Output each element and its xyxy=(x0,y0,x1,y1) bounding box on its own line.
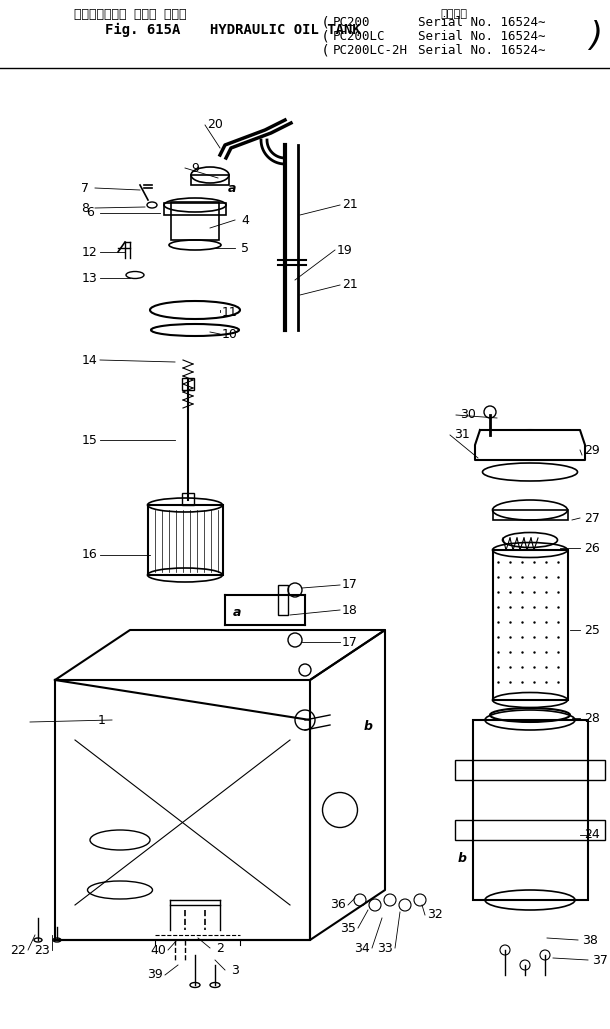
Text: 10: 10 xyxy=(222,327,238,341)
Bar xyxy=(148,505,223,575)
Text: 18: 18 xyxy=(342,603,358,616)
Text: 1: 1 xyxy=(98,713,106,726)
Text: 40: 40 xyxy=(150,944,166,957)
Text: 39: 39 xyxy=(147,968,163,982)
Text: 24: 24 xyxy=(584,828,600,842)
Text: 17: 17 xyxy=(342,636,358,648)
Text: 適用号機: 適用号機 xyxy=(440,9,467,19)
Text: 25: 25 xyxy=(584,624,600,637)
Polygon shape xyxy=(475,430,585,460)
Text: 16: 16 xyxy=(82,548,98,562)
Bar xyxy=(455,760,605,780)
Text: 37: 37 xyxy=(592,954,608,966)
Text: 35: 35 xyxy=(340,922,356,934)
Text: ): ) xyxy=(589,20,603,52)
Text: PC200LC-2H: PC200LC-2H xyxy=(333,43,408,57)
Text: 14: 14 xyxy=(82,354,98,366)
Text: 4: 4 xyxy=(241,213,249,226)
Text: (: ( xyxy=(323,15,329,29)
Text: 17: 17 xyxy=(342,578,358,592)
Bar xyxy=(455,820,605,840)
Text: PC200: PC200 xyxy=(333,15,370,29)
Text: 33: 33 xyxy=(377,942,393,955)
Text: 5: 5 xyxy=(241,242,249,254)
Text: 27: 27 xyxy=(584,511,600,525)
Text: 12: 12 xyxy=(82,246,98,258)
Bar xyxy=(164,203,226,215)
Text: 38: 38 xyxy=(582,933,598,947)
Text: (: ( xyxy=(323,43,329,57)
Text: 31: 31 xyxy=(454,428,470,441)
Text: 13: 13 xyxy=(82,272,98,284)
Text: 9: 9 xyxy=(191,162,199,175)
Text: 34: 34 xyxy=(354,942,370,955)
Bar xyxy=(278,586,288,615)
Text: 23: 23 xyxy=(34,944,50,957)
Text: b: b xyxy=(364,720,373,734)
Bar xyxy=(171,202,219,240)
Text: a: a xyxy=(233,606,241,619)
Text: Fig. 615A: Fig. 615A xyxy=(105,23,181,37)
Text: 7: 7 xyxy=(81,181,89,194)
Bar xyxy=(182,493,194,505)
Text: 21: 21 xyxy=(342,199,358,212)
Text: 29: 29 xyxy=(584,443,600,457)
Text: 20: 20 xyxy=(207,118,223,132)
Text: 21: 21 xyxy=(342,279,358,291)
Text: 36: 36 xyxy=(330,898,346,912)
Text: ハイドロリック オイル タンク: ハイドロリック オイル タンク xyxy=(74,7,186,21)
Text: HYDRAULIC OIL TANK: HYDRAULIC OIL TANK xyxy=(210,23,361,37)
Text: 6: 6 xyxy=(86,207,94,219)
Bar xyxy=(493,510,568,520)
Text: a: a xyxy=(228,181,236,194)
Text: 32: 32 xyxy=(427,909,443,922)
Text: Serial No. 16524∼: Serial No. 16524∼ xyxy=(418,15,545,29)
Text: 28: 28 xyxy=(584,711,600,724)
Text: 19: 19 xyxy=(337,244,353,256)
Bar xyxy=(493,549,568,700)
Text: PC200LC: PC200LC xyxy=(333,30,386,42)
Bar xyxy=(191,175,229,185)
Text: 26: 26 xyxy=(584,541,600,555)
Text: b: b xyxy=(458,852,467,864)
Text: 30: 30 xyxy=(460,409,476,422)
Bar xyxy=(473,720,588,900)
Text: Serial No. 16524∼: Serial No. 16524∼ xyxy=(418,43,545,57)
Text: 22: 22 xyxy=(10,944,26,957)
Text: (: ( xyxy=(323,29,329,43)
Bar xyxy=(182,378,194,390)
Text: 11: 11 xyxy=(222,306,238,319)
Text: 2: 2 xyxy=(216,942,224,955)
Text: 15: 15 xyxy=(82,433,98,447)
Text: Serial No. 16524∼: Serial No. 16524∼ xyxy=(418,30,545,42)
Text: 8: 8 xyxy=(81,202,89,214)
Text: 3: 3 xyxy=(231,963,239,977)
